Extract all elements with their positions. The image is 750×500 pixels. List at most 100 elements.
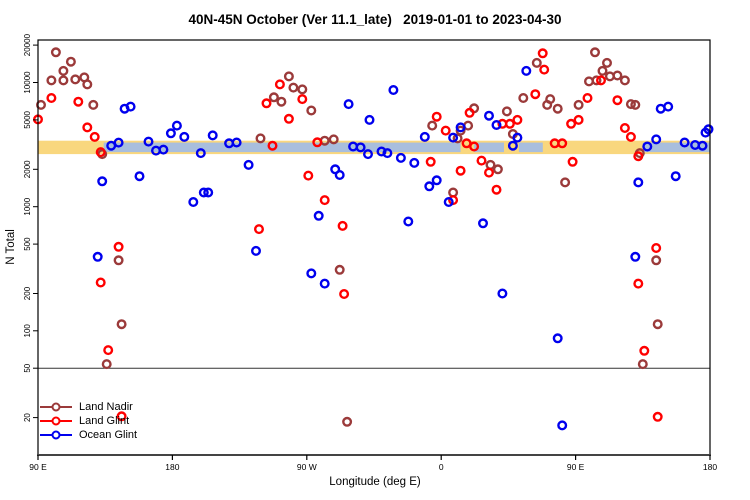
data-point-land-glint bbox=[95, 147, 106, 158]
data-point-land-nadir bbox=[560, 177, 571, 188]
data-point-land-nadir bbox=[501, 106, 512, 117]
data-point-ocean-glint bbox=[250, 245, 261, 256]
x-tick-label: 90 E bbox=[29, 462, 47, 472]
data-point-land-nadir bbox=[591, 75, 602, 86]
data-point-ocean-glint bbox=[97, 176, 108, 187]
data-point-ocean-glint bbox=[198, 187, 209, 198]
data-point-ocean-glint bbox=[679, 137, 690, 148]
data-point-land-nadir bbox=[50, 47, 61, 58]
data-point-ocean-glint bbox=[642, 141, 653, 152]
data-point-ocean-glint bbox=[179, 131, 190, 142]
data-point-land-nadir bbox=[427, 120, 438, 131]
x-tick-label: 180 bbox=[165, 462, 179, 472]
y-tick-label: 500 bbox=[23, 237, 32, 251]
land-nadir-marker-icon bbox=[40, 400, 72, 414]
data-point-land-nadir bbox=[334, 264, 345, 275]
data-point-ocean-glint bbox=[512, 132, 523, 143]
data-point-ocean-glint bbox=[306, 268, 317, 279]
x-axis-label: Longitude (deg E) bbox=[329, 476, 421, 488]
data-point-land-glint bbox=[596, 75, 607, 86]
y-tick-label: 10000 bbox=[23, 71, 32, 94]
reference-band-blue bbox=[642, 142, 710, 153]
data-point-land-nadir bbox=[652, 319, 663, 330]
data-point-ocean-glint bbox=[363, 149, 374, 160]
data-point-ocean-glint bbox=[395, 152, 406, 163]
y-tick-label: 20 bbox=[23, 413, 32, 422]
data-point-land-glint bbox=[651, 242, 662, 253]
data-point-ocean-glint bbox=[388, 84, 399, 95]
data-point-ocean-glint bbox=[134, 171, 145, 182]
data-point-land-glint bbox=[639, 345, 650, 356]
data-point-land-glint bbox=[491, 184, 502, 195]
data-point-land-glint bbox=[504, 118, 515, 129]
data-point-ocean-glint bbox=[630, 251, 641, 262]
y-tick-label: 20000 bbox=[23, 33, 32, 56]
data-point-land-nadir bbox=[328, 134, 339, 145]
data-point-land-glint bbox=[566, 118, 577, 129]
data-point-ocean-glint bbox=[343, 99, 354, 110]
data-point-land-glint bbox=[619, 122, 630, 133]
data-point-land-glint bbox=[633, 278, 644, 289]
y-tick-label: 5000 bbox=[23, 110, 32, 128]
data-point-land-nadir bbox=[276, 96, 287, 107]
data-point-ocean-glint bbox=[158, 144, 169, 155]
y-tick-label: 2000 bbox=[23, 160, 32, 178]
y-tick-label: 50 bbox=[23, 363, 32, 372]
data-point-land-glint bbox=[440, 125, 451, 136]
data-point-ocean-glint bbox=[313, 210, 324, 221]
data-point-ocean-glint bbox=[424, 181, 435, 192]
data-point-ocean-glint bbox=[231, 137, 242, 148]
data-point-land-nadir bbox=[36, 99, 47, 110]
data-point-land-glint bbox=[652, 411, 663, 422]
data-point-land-nadir bbox=[113, 255, 124, 266]
data-point-land-nadir bbox=[283, 71, 294, 82]
x-tick-label: 90 W bbox=[297, 462, 317, 472]
data-point-land-glint bbox=[557, 138, 568, 149]
data-point-land-nadir bbox=[637, 359, 648, 370]
data-point-land-glint bbox=[283, 113, 294, 124]
x-tick-label: 0 bbox=[439, 462, 444, 472]
data-point-ocean-glint bbox=[143, 136, 154, 147]
data-point-land-glint bbox=[455, 165, 466, 176]
data-point-land-glint bbox=[567, 156, 578, 167]
data-point-land-nadir bbox=[485, 159, 496, 170]
data-point-land-glint bbox=[612, 95, 623, 106]
data-point-ocean-glint bbox=[243, 159, 254, 170]
data-point-ocean-glint bbox=[507, 140, 518, 151]
data-point-land-glint bbox=[573, 114, 584, 125]
data-point-ocean-glint bbox=[448, 132, 459, 143]
data-point-ocean-glint bbox=[376, 146, 387, 157]
data-point-land-nadir bbox=[58, 75, 69, 86]
data-point-land-nadir bbox=[268, 92, 279, 103]
data-point-ocean-glint bbox=[419, 131, 430, 142]
data-point-ocean-glint bbox=[382, 148, 393, 159]
data-point-land-glint bbox=[297, 94, 308, 105]
data-point-ocean-glint bbox=[207, 130, 218, 141]
data-point-land-nadir bbox=[518, 92, 529, 103]
legend-label-land-nadir: Land Nadir bbox=[79, 401, 133, 413]
data-point-ocean-glint bbox=[633, 177, 644, 188]
x-tick-label: 180 bbox=[703, 462, 717, 472]
data-point-ocean-glint bbox=[409, 157, 420, 168]
data-point-ocean-glint bbox=[663, 101, 674, 112]
data-point-ocean-glint bbox=[703, 124, 714, 135]
data-point-ocean-glint bbox=[195, 148, 206, 159]
data-point-land-glint bbox=[633, 151, 644, 162]
data-point-land-glint bbox=[261, 98, 272, 109]
data-point-land-nadir bbox=[597, 65, 608, 76]
data-point-land-glint bbox=[46, 92, 57, 103]
data-point-ocean-glint bbox=[113, 137, 124, 148]
data-point-land-nadir bbox=[101, 359, 112, 370]
data-point-ocean-glint bbox=[125, 101, 136, 112]
data-point-land-glint bbox=[337, 220, 348, 231]
data-point-land-glint bbox=[267, 140, 278, 151]
data-point-ocean-glint bbox=[552, 333, 563, 344]
data-point-ocean-glint bbox=[455, 122, 466, 133]
data-point-land-nadir bbox=[70, 74, 81, 85]
data-point-ocean-glint bbox=[403, 216, 414, 227]
data-point-land-nadir bbox=[612, 70, 623, 81]
data-point-land-glint bbox=[625, 131, 636, 142]
data-point-land-nadir bbox=[492, 164, 503, 175]
